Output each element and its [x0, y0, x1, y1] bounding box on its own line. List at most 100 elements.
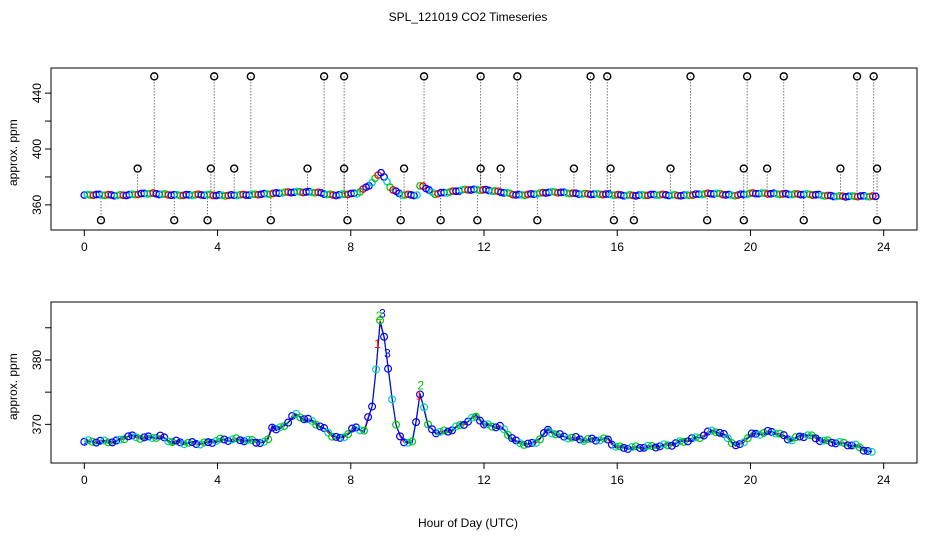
outlier-point-high: [419, 72, 429, 81]
bottom-series-point: [603, 435, 612, 444]
outlier-point-mid: [569, 164, 579, 173]
bottom-y-tick-label: 370: [30, 414, 44, 434]
bottom-series-point: [587, 434, 596, 443]
bottom-series-point: [300, 415, 309, 424]
top-y-tick-label: 440: [30, 83, 44, 103]
bottom-series-point: [328, 432, 337, 441]
bottom-series-point: [527, 438, 536, 447]
bottom-series-point: [80, 437, 89, 446]
bottom-series-point: [356, 426, 365, 435]
top-series-point: [410, 191, 418, 200]
bottom-x-tick-label: 4: [214, 473, 221, 487]
bottom-series-point: [344, 430, 353, 439]
outlier-point-low: [799, 216, 808, 225]
bottom-series-point: [392, 420, 401, 429]
bottom-series-point: [436, 427, 445, 436]
top-x-tick-label: 0: [81, 240, 88, 254]
bottom-series-point: [559, 432, 568, 441]
bottom-series-point: [519, 440, 528, 449]
bottom-series-point: [639, 443, 648, 452]
bottom-series-point: [268, 423, 277, 432]
bottom-series-point: [563, 434, 572, 443]
bottom-series-point: [320, 424, 329, 433]
outlier-point-low: [436, 216, 445, 225]
bottom-series-point: [867, 447, 876, 456]
outlier-point-high: [586, 72, 595, 81]
outlier-point-high: [319, 72, 329, 81]
bottom-series-point: [771, 429, 780, 438]
bottom-series-point: [380, 332, 389, 341]
bottom-series-point: [416, 390, 425, 399]
outlier-point-mid: [762, 164, 772, 173]
bottom-series-point: [667, 441, 676, 450]
bottom-series-point: [863, 446, 872, 455]
outlier-point-mid: [666, 164, 675, 173]
series-point-label: 2: [376, 309, 383, 323]
bottom-series-point: [547, 429, 556, 438]
bottom-series-point: [428, 425, 437, 434]
bottom-series-point: [759, 428, 768, 437]
outlier-point-mid: [303, 164, 312, 173]
bottom-series-point: [715, 428, 724, 437]
outlier-point-mid: [206, 164, 216, 173]
bottom-series-point: [384, 364, 393, 373]
bottom-series-point: [515, 439, 524, 448]
outlier-point-high: [869, 72, 878, 81]
outlier-point-mid: [133, 164, 142, 173]
bottom-series-point: [487, 422, 496, 431]
bottom-series-point: [615, 442, 624, 451]
bottom-series-point: [859, 446, 868, 455]
bottom-series-point: [571, 432, 580, 441]
bottom-series-point: [480, 420, 489, 429]
bottom-series-point: [843, 441, 852, 450]
bottom-series-point: [659, 440, 668, 449]
bottom-series-point: [819, 436, 828, 445]
bottom-series-point: [731, 441, 740, 450]
bottom-series-point: [719, 429, 728, 438]
bottom-series-point: [116, 435, 125, 444]
bottom-series-point: [779, 431, 788, 440]
top-x-tick-label: 16: [611, 240, 625, 254]
bottom-series-point: [783, 435, 792, 444]
outlier-point-low: [170, 216, 179, 225]
bottom-series-point: [136, 434, 145, 443]
bottom-series-point: [499, 425, 508, 434]
outlier-point-low: [343, 216, 352, 225]
outlier-point-low: [396, 216, 405, 225]
bottom-x-tick-label: 0: [81, 473, 88, 487]
bottom-series-point: [224, 436, 233, 445]
bottom-series-point: [396, 432, 405, 441]
bottom-series-point: [763, 426, 772, 435]
outlier-point-mid: [739, 164, 748, 173]
bottom-series-point: [591, 436, 600, 445]
bottom-series-point: [172, 436, 181, 445]
bottom-series-point: [132, 433, 141, 442]
outlier-point-mid: [339, 164, 349, 173]
bottom-series-point: [607, 440, 616, 449]
bottom-x-tick-label: 16: [611, 473, 625, 487]
bottom-series-point: [523, 439, 532, 448]
bottom-series-point: [775, 429, 784, 438]
top-x-tick-label: 24: [877, 240, 891, 254]
bottom-series-point: [663, 441, 672, 450]
bottom-series-point: [623, 444, 632, 453]
bottom-series-point: [228, 435, 237, 444]
bottom-series-point: [831, 439, 840, 448]
bottom-series-point: [468, 413, 477, 422]
bottom-series-point: [252, 438, 261, 447]
outlier-point-low: [629, 216, 639, 225]
bottom-series-point: [675, 437, 684, 446]
top-x-tick-label: 8: [347, 240, 354, 254]
bottom-series-point: [723, 434, 732, 443]
bottom-series-point: [232, 434, 241, 443]
bottom-series-point: [611, 442, 620, 451]
bottom-series-point: [567, 433, 576, 442]
bottom-series-point: [200, 438, 209, 447]
bottom-series-point: [192, 440, 201, 449]
bottom-series-point: [388, 395, 397, 404]
outlier-point-low: [533, 216, 542, 225]
bottom-series-point: [583, 434, 592, 443]
bottom-series-point: [288, 411, 297, 420]
outlier-point-high: [150, 72, 159, 81]
bottom-series-point: [703, 427, 712, 436]
